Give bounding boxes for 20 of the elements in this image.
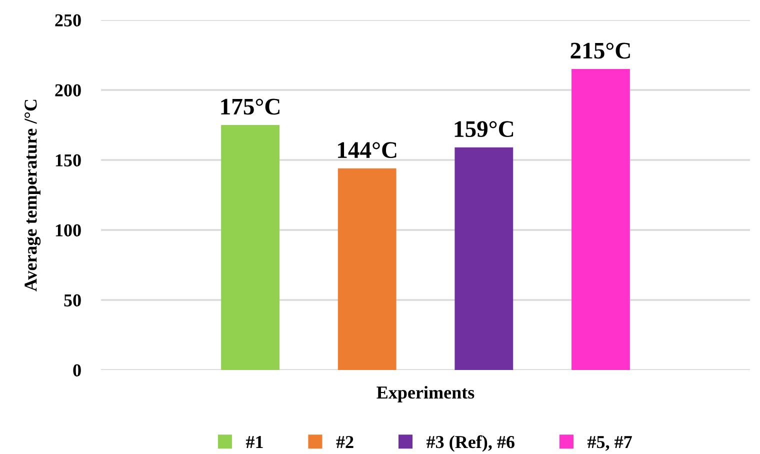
bar: [454, 147, 514, 370]
bar: [221, 125, 280, 370]
legend-label: #3 (Ref), #6: [426, 435, 514, 452]
y-tick-label: 200: [55, 84, 81, 96]
y-tick-label: 250: [55, 14, 81, 26]
y-tick-label: 0: [73, 364, 81, 376]
bar: [338, 168, 396, 370]
x-axis-title: Experiments: [376, 386, 474, 402]
data-label: 215°C: [570, 42, 630, 59]
y-axis-title: Average temperature /°C: [24, 100, 41, 292]
data-label: 175°C: [221, 98, 280, 115]
legend-label: #5, #7: [587, 436, 632, 451]
legend-label: #2: [336, 436, 354, 448]
legend-label: #1: [246, 436, 263, 448]
y-tick-label: 100: [56, 224, 81, 236]
data-label: 144°C: [338, 142, 396, 158]
y-tick-label: 150: [56, 154, 81, 166]
data-label: 159°C: [454, 121, 514, 138]
y-tick-label: 50: [64, 294, 81, 306]
bar: [572, 69, 630, 370]
